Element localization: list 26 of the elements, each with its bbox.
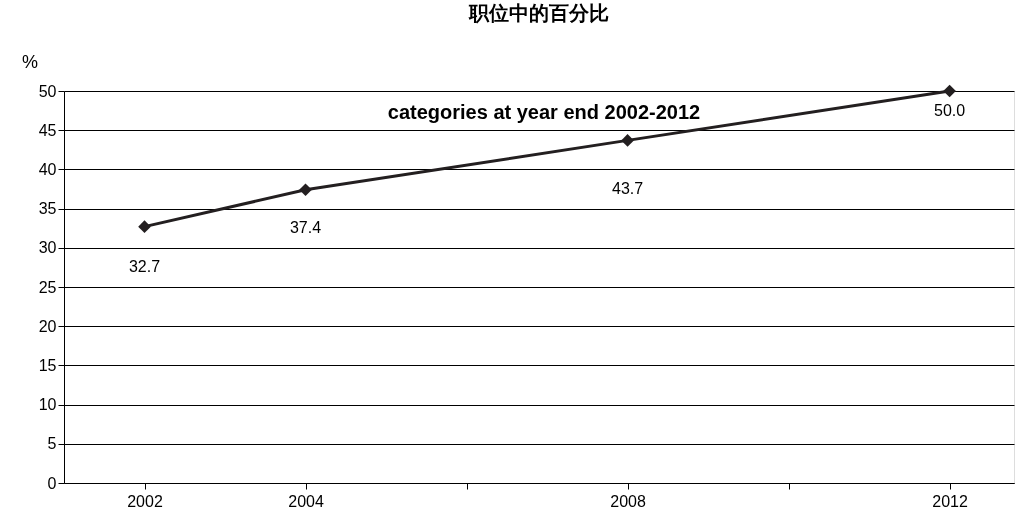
x-tick-label: 2012: [932, 492, 968, 508]
y-tick-label: 40: [38, 160, 57, 178]
point: [943, 84, 956, 98]
y-axis-title: %: [22, 52, 39, 72]
data-label: 37.4: [289, 219, 322, 237]
y-tick-label: 15: [38, 356, 57, 374]
y-tick-label: 50: [38, 82, 57, 100]
data-label: 50.0: [934, 101, 966, 119]
chart-title: 职位中的百分比: [468, 1, 609, 25]
data-label: 43.7: [611, 180, 644, 197]
y-tick-label: 45: [38, 121, 57, 139]
point: [621, 134, 634, 147]
y-tick-label: 5: [47, 435, 57, 453]
text: categories at year end 2002-2012: [387, 101, 701, 123]
point: [299, 183, 312, 197]
y-tick-label: 30: [38, 239, 57, 257]
x-tick-label: 2008: [610, 492, 646, 508]
y-tick-label: 20: [38, 317, 57, 335]
x-tick-label: 2002: [127, 492, 163, 508]
y-tick-label: 10: [38, 396, 57, 414]
y-tick-label: 35: [38, 200, 57, 218]
data-label: 32.7: [128, 258, 161, 276]
x-tick-label: 2004: [288, 492, 324, 508]
point: [138, 220, 151, 233]
y-tick-label: 0: [47, 474, 57, 492]
y-tick-label: 25: [38, 278, 57, 296]
